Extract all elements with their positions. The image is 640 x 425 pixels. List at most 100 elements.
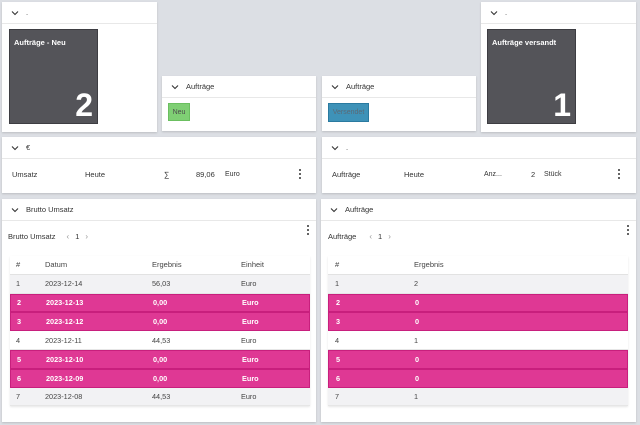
widget-status-new: Aufträge Neu [162,76,316,131]
status-shipped-button[interactable]: Versendet [328,103,369,122]
cell-index: 7 [335,391,340,401]
cell-index: 5 [336,354,341,364]
cell-result: 1 [414,335,419,345]
column-header[interactable]: # [16,260,21,270]
cell-index: 6 [17,373,22,383]
kpi-period: Heute [404,169,425,179]
chevron-down-icon[interactable] [170,82,179,91]
column-header[interactable]: Ergebnis [414,260,444,270]
cell-result: 0,00 [153,317,168,327]
kpi-unit: Stück [544,170,562,178]
kpi-name: Aufträge [332,169,361,179]
widget-header: . [481,2,636,24]
cell-index: 7 [16,391,21,401]
status-new-button[interactable]: Neu [168,103,190,121]
cell-index: 2 [17,298,22,308]
table-header: # Datum Ergebnis Einheit [10,256,310,275]
kpi-value: 89,06 [196,169,215,179]
more-options-icon[interactable] [626,225,630,235]
cell-result: 0,00 [153,298,168,308]
sum-icon: ∑ [164,169,170,179]
table-row[interactable]: 2 2023-12-13 0,00 Euro [10,293,310,313]
cell-result: 1 [414,391,419,401]
page-number: 1 [75,232,80,241]
widget-orders-new-tile: . Aufträge - Neu 2 [2,2,157,132]
chevron-down-icon[interactable] [489,8,498,17]
widget-title: Aufträge [186,82,215,91]
cell-index: 1 [335,279,340,289]
column-header[interactable]: # [335,260,340,270]
tile-label: Aufträge - Neu [14,38,66,47]
cell-result: 0 [415,373,420,383]
cell-result: 0,00 [153,373,168,383]
column-header[interactable]: Ergebnis [152,260,182,270]
cell-date: 2023-12-11 [45,335,82,345]
cell-index: 6 [336,373,341,383]
chevron-down-icon[interactable] [329,205,338,214]
table-row[interactable]: 4 2023-12-11 44,53 Euro [10,331,310,350]
cell-date: 2023-12-13 [46,298,84,308]
widget-title: Aufträge [345,205,374,214]
widget-header: Aufträge [321,199,636,221]
table-row[interactable]: 7 2023-12-08 44,53 Euro [10,387,310,407]
cell-date: 2023-12-09 [46,373,84,383]
table-row[interactable]: 5 2023-12-10 0,00 Euro [10,349,310,369]
chevron-down-icon[interactable] [10,143,19,152]
cell-result: 0,00 [153,354,168,364]
widget-header: Aufträge [322,76,476,98]
cell-unit: Euro [241,335,257,345]
cell-index: 4 [16,335,21,345]
cell-index: 4 [335,335,340,345]
cell-result: 44,53 [152,335,171,345]
cell-unit: Euro [242,298,259,308]
column-header[interactable]: Einheit [241,260,264,270]
more-options-icon[interactable] [306,225,310,235]
table-row[interactable]: 1 2023-12-14 56,03 Euro [10,274,310,294]
cell-unit: Euro [241,391,257,401]
table-toolbar: Brutto Umsatz ‹ 1 › [8,232,94,241]
kpi-value: 2 [531,169,536,179]
table-title: Brutto Umsatz [8,232,56,241]
column-header[interactable]: Datum [45,260,68,270]
table-toolbar: Aufträge ‹ 1 › [328,232,397,241]
cell-unit: Euro [242,354,259,364]
cell-result: 56,03 [152,279,171,289]
chevron-down-icon[interactable] [10,205,19,214]
widget-table-revenue: Brutto Umsatz Brutto Umsatz ‹ 1 › # Datu… [2,199,316,422]
count-tile[interactable]: Aufträge - Neu 2 [9,29,98,124]
widget-title: . [505,8,508,17]
cell-result: 0 [415,317,420,327]
chevron-left-icon[interactable]: ‹ [369,232,373,241]
cell-date: 2023-12-10 [46,354,84,364]
chevron-down-icon[interactable] [330,143,339,152]
widget-title: Brutto Umsatz [26,205,74,214]
chevron-right-icon[interactable]: › [85,232,89,241]
chevron-down-icon[interactable] [330,82,339,91]
kpi-row: Umsatz Heute ∑ 89,06 Euro [2,159,316,189]
cell-date: 2023-12-08 [45,391,83,401]
cell-result: 2 [414,279,419,289]
widget-title: € [26,143,31,152]
widget-kpi-revenue: € Umsatz Heute ∑ 89,06 Euro [2,137,316,193]
table-row[interactable]: 6 2023-12-09 0,00 Euro [10,368,310,388]
widget-header: Aufträge [162,76,316,98]
more-options-icon[interactable] [617,169,621,179]
cell-unit: Euro [242,373,259,383]
chevron-down-icon[interactable] [10,8,19,17]
chevron-left-icon[interactable]: ‹ [66,232,70,241]
chevron-right-icon[interactable]: › [388,232,391,241]
tile-label: Aufträge versandt [492,38,557,47]
widget-header: . [2,2,157,24]
count-tile[interactable]: Aufträge versandt 1 [487,29,576,124]
cell-index: 5 [17,354,22,364]
more-options-icon[interactable] [298,169,302,179]
table-row[interactable]: 3 2023-12-12 0,00 Euro [10,312,310,332]
